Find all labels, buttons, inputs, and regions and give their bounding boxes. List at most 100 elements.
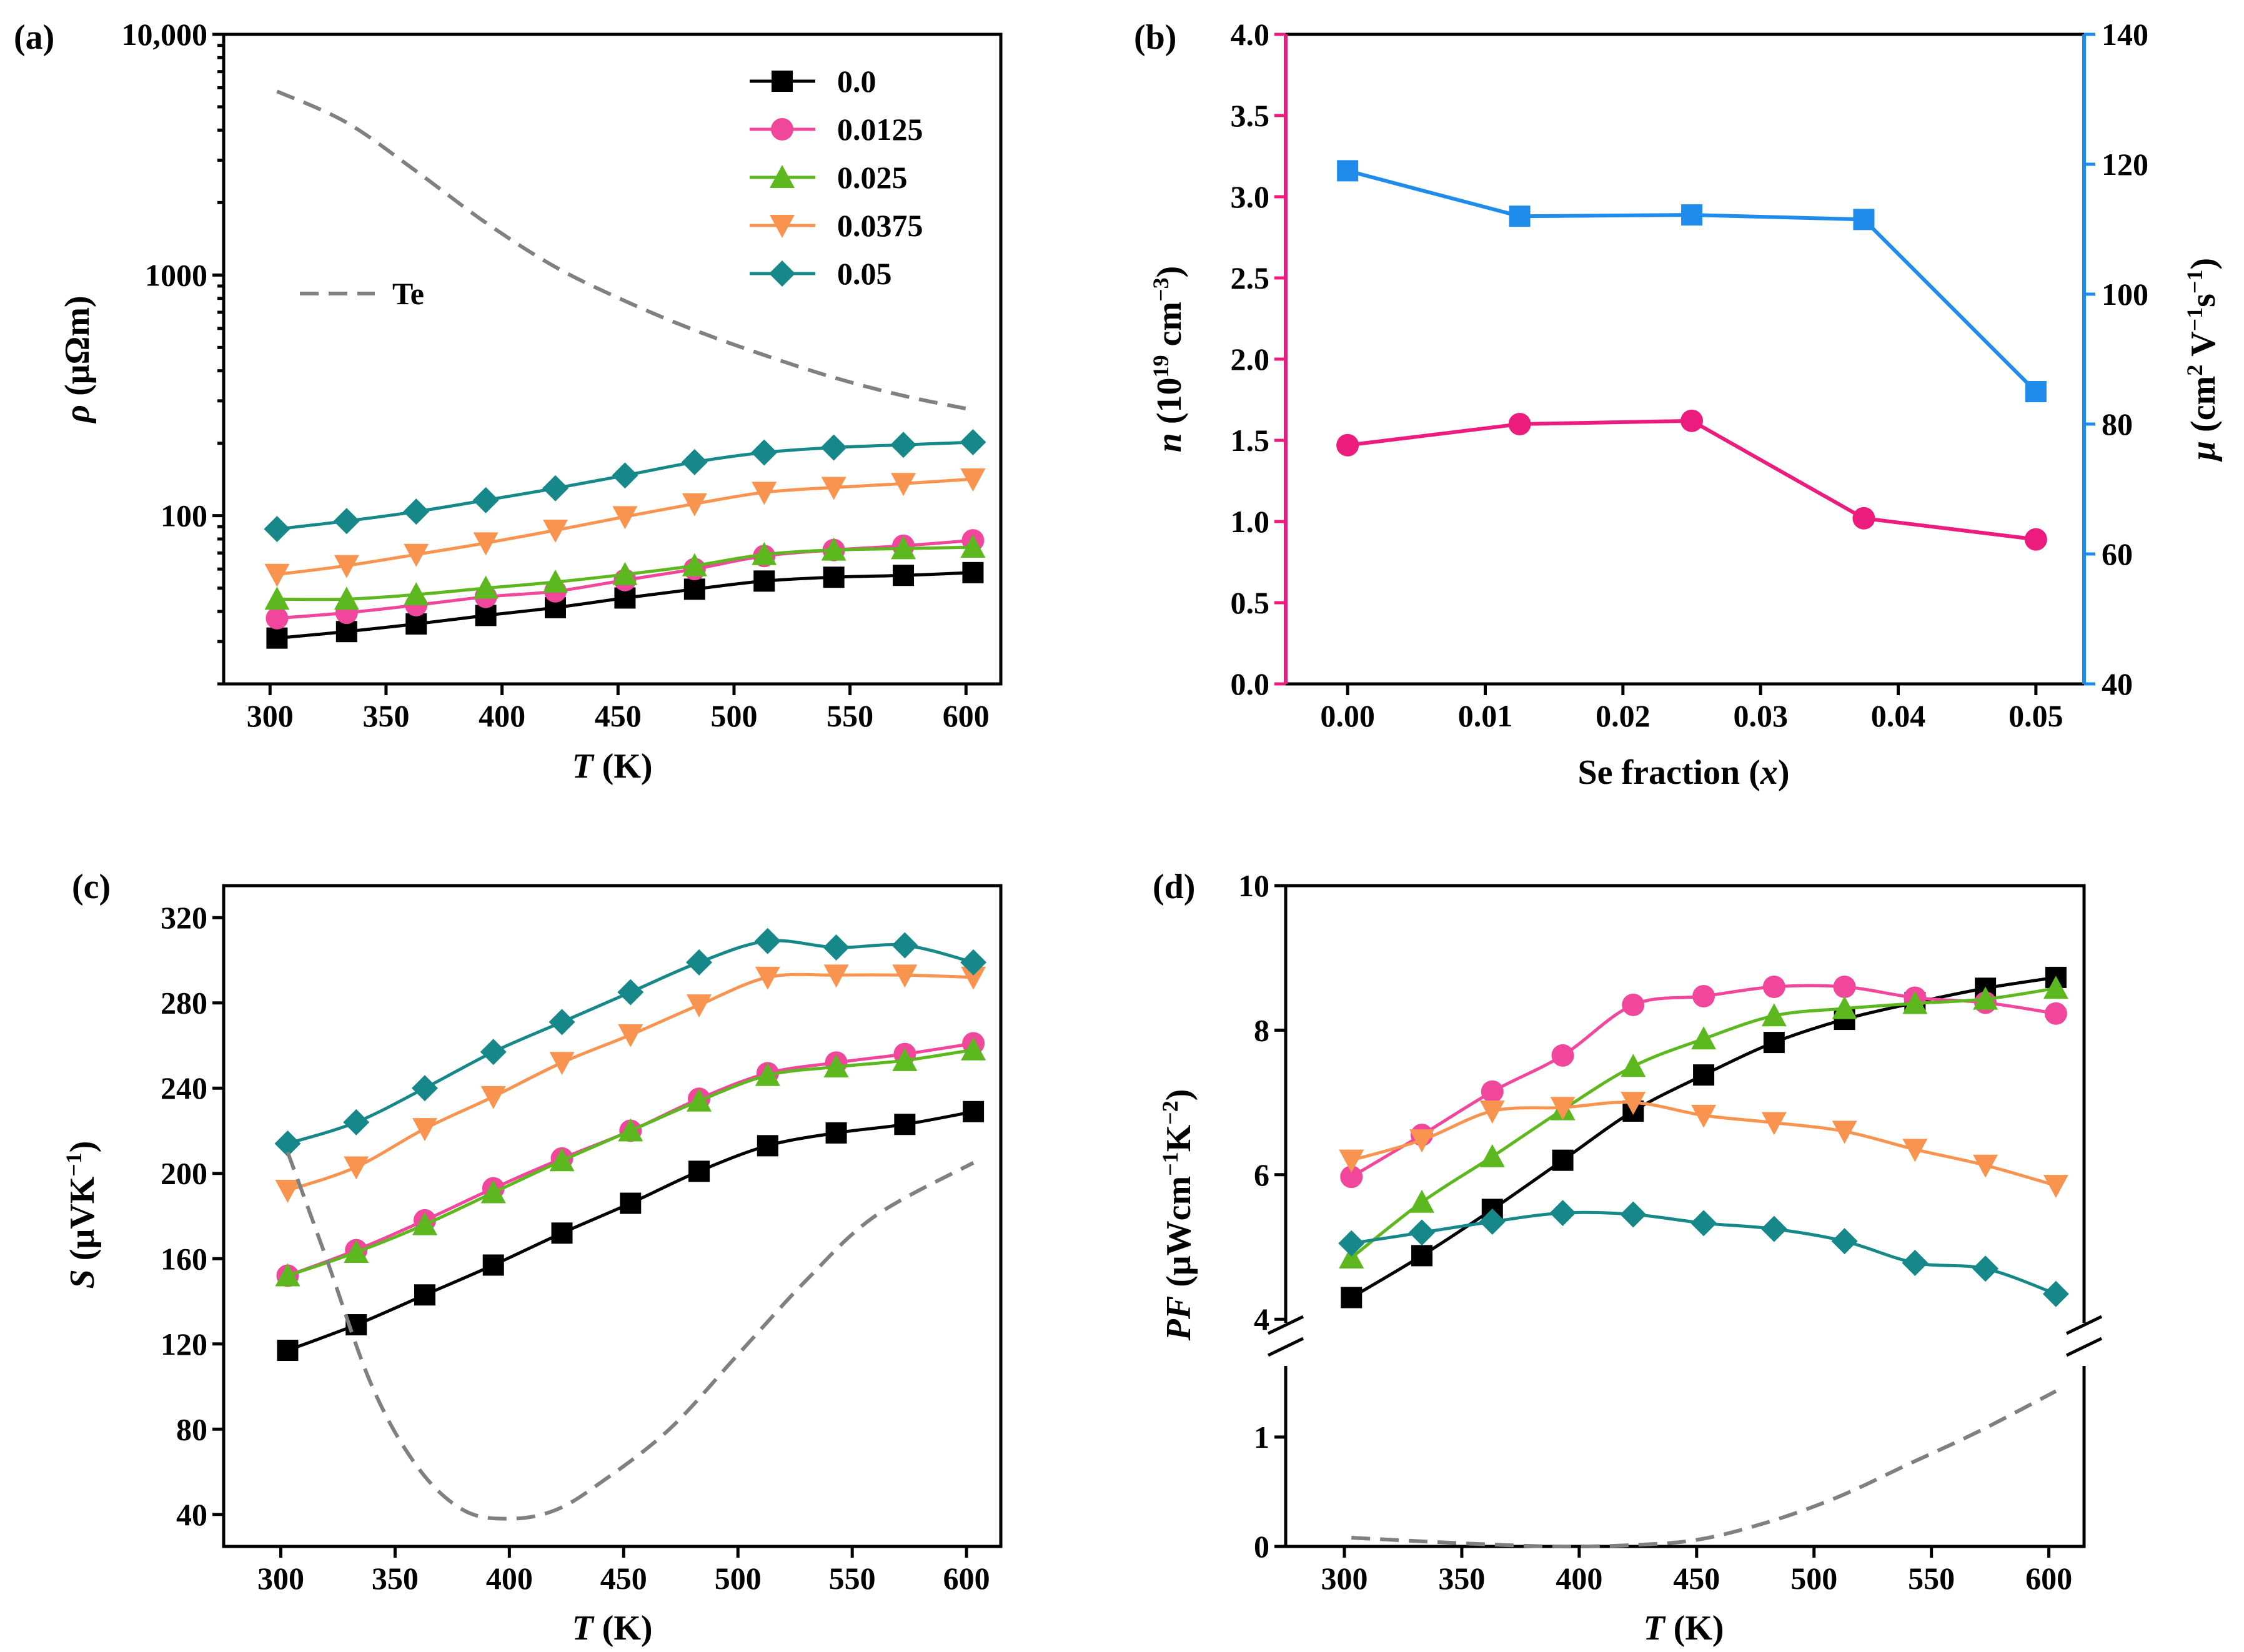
data-point-0-025 bbox=[404, 582, 429, 606]
data-point-0-0 bbox=[753, 570, 775, 592]
data-point-0-025 bbox=[412, 1212, 437, 1235]
data-point-0-0 bbox=[688, 1160, 710, 1182]
data-point-0-025 bbox=[1339, 1245, 1364, 1269]
data-point-0-025 bbox=[891, 536, 916, 560]
data-point-0-025 bbox=[960, 535, 986, 558]
data-point-0-025 bbox=[961, 1037, 986, 1061]
data-point-mu bbox=[1681, 204, 1703, 226]
y-tick-label: 3.5 bbox=[1231, 98, 1270, 133]
x-tick-label: 550 bbox=[829, 1561, 876, 1596]
data-point-0-025 bbox=[1409, 1189, 1435, 1213]
legend-marker-0-05 bbox=[769, 260, 795, 287]
data-point-0-05 bbox=[1620, 1201, 1647, 1228]
panel-b-ticks: 0.00 0.01 0.02 0.03 0.04 0.05 0.0 0.5 1.0 1.5 2.0 2… bbox=[1231, 17, 2149, 733]
data-point-0-05 bbox=[617, 979, 644, 1006]
data-point-0-05 bbox=[754, 927, 781, 954]
y-tick-label: 0.0 bbox=[1231, 666, 1270, 701]
data-point-0-0375 bbox=[264, 563, 290, 587]
y-tick-label: 100 bbox=[161, 498, 207, 533]
panel-d-xlabel: T (K) bbox=[1643, 1609, 1724, 1648]
legend-label-0-0: 0.0 bbox=[837, 64, 876, 99]
data-point-0-05 bbox=[612, 462, 638, 489]
data-point-0-0375 bbox=[961, 966, 986, 990]
x-tick-label: 450 bbox=[600, 1561, 647, 1596]
data-point-0-025 bbox=[264, 586, 290, 610]
x-tick-label: 400 bbox=[1556, 1561, 1602, 1596]
x-tick-label: 500 bbox=[710, 698, 757, 733]
data-point-0-025 bbox=[344, 1240, 369, 1264]
data-point-0-025 bbox=[687, 1088, 712, 1112]
y-tick-label: 6 bbox=[1254, 1157, 1269, 1192]
legend-marker-0-0 bbox=[772, 71, 793, 92]
series-line-te bbox=[276, 89, 974, 412]
y-right-tick-label: 40 bbox=[2102, 666, 2133, 701]
x-tick-label: 350 bbox=[362, 698, 409, 733]
data-point-0-025 bbox=[480, 1180, 506, 1204]
data-point-0-0375 bbox=[618, 1024, 643, 1047]
data-point-0-0125 bbox=[1481, 1080, 1504, 1103]
data-point-0-025 bbox=[1902, 991, 1928, 1014]
data-point-0-0375 bbox=[473, 532, 499, 556]
data-point-0-05 bbox=[1479, 1209, 1506, 1235]
x-tick-label: 600 bbox=[943, 698, 990, 733]
panel-c-ticks: 300 350 400 450 500 550 600 40 80 120 160 200 240 280… bbox=[161, 900, 990, 1596]
panel-a: (a) 300 350 400 450 500 550 600 100 1000 10,000 0… bbox=[14, 17, 1003, 786]
data-point-0-05 bbox=[264, 516, 290, 543]
data-point-0-0 bbox=[551, 1222, 573, 1244]
legend-label-0-0375: 0.0375 bbox=[837, 208, 923, 243]
data-point-0-05 bbox=[1690, 1210, 1717, 1237]
data-point-0-05 bbox=[960, 429, 986, 456]
data-point-0-0375 bbox=[549, 1052, 575, 1076]
y-tick-label: 160 bbox=[161, 1241, 207, 1276]
data-point-0-0375 bbox=[891, 473, 916, 497]
x-tick-label: 500 bbox=[1790, 1561, 1837, 1596]
series-line-0-0 bbox=[1350, 976, 2057, 1299]
te-legend: Te bbox=[300, 276, 424, 311]
data-point-0-0 bbox=[1341, 1287, 1363, 1308]
data-point-0-05 bbox=[343, 1109, 370, 1135]
panel-b-label: (b) bbox=[1134, 18, 1176, 57]
data-point-n bbox=[1852, 507, 1875, 530]
panel-a-label: (a) bbox=[14, 18, 54, 57]
data-point-0-05 bbox=[411, 1075, 438, 1102]
y-tick-label: 120 bbox=[161, 1327, 207, 1362]
data-point-0-0375 bbox=[755, 966, 780, 990]
data-point-0-0375 bbox=[344, 1156, 369, 1180]
data-point-0-0375 bbox=[1691, 1104, 1717, 1128]
data-point-mu bbox=[1853, 209, 1875, 230]
series-line-0-0125 bbox=[287, 1042, 974, 1277]
y-tick-label: 240 bbox=[161, 1071, 207, 1105]
data-point-0-0375 bbox=[334, 555, 359, 578]
panel-a-ticks: 300 350 400 450 500 550 600 100 1000 10,000 bbox=[122, 17, 990, 733]
data-point-0-05 bbox=[751, 439, 778, 466]
panel-b-plot bbox=[1336, 160, 2047, 551]
data-point-0-025 bbox=[755, 1062, 780, 1086]
data-point-0-0 bbox=[1552, 1149, 1574, 1171]
series-line-te bbox=[1351, 1389, 2057, 1549]
panel-d-frame bbox=[1284, 884, 2086, 1548]
panel-d: (d) 300 350 400 450 500 550 600 4 6 8 10 0 1 PF (μWc… bbox=[1153, 868, 2103, 1648]
data-point-0-025 bbox=[612, 561, 638, 585]
data-point-0-05 bbox=[403, 498, 430, 525]
data-point-0-05 bbox=[333, 508, 360, 535]
data-point-0-05 bbox=[823, 934, 850, 961]
data-point-0-025 bbox=[473, 575, 499, 599]
y-tick-label: 40 bbox=[176, 1497, 207, 1532]
data-point-0-025 bbox=[892, 1047, 918, 1071]
data-point-mu bbox=[2025, 381, 2047, 402]
data-point-0-0375 bbox=[612, 506, 638, 530]
panel-a-plot bbox=[264, 89, 986, 649]
series-line-0-025 bbox=[1350, 986, 2057, 1259]
data-point-0-05 bbox=[820, 434, 847, 461]
x-tick-label: 300 bbox=[247, 698, 294, 733]
series-line-0-025 bbox=[287, 1048, 974, 1277]
data-point-0-0375 bbox=[1973, 1154, 1998, 1178]
data-point-0-0 bbox=[1693, 1064, 1715, 1086]
data-point-0-0 bbox=[823, 566, 845, 588]
y-tick-label: 0.5 bbox=[1231, 585, 1270, 620]
data-point-0-05 bbox=[1760, 1215, 1787, 1242]
y-right-tick-label: 100 bbox=[2102, 277, 2148, 312]
data-point-0-0 bbox=[277, 1340, 299, 1362]
legend-label-0-0125: 0.0125 bbox=[837, 112, 923, 147]
data-point-0-0 bbox=[482, 1254, 504, 1276]
